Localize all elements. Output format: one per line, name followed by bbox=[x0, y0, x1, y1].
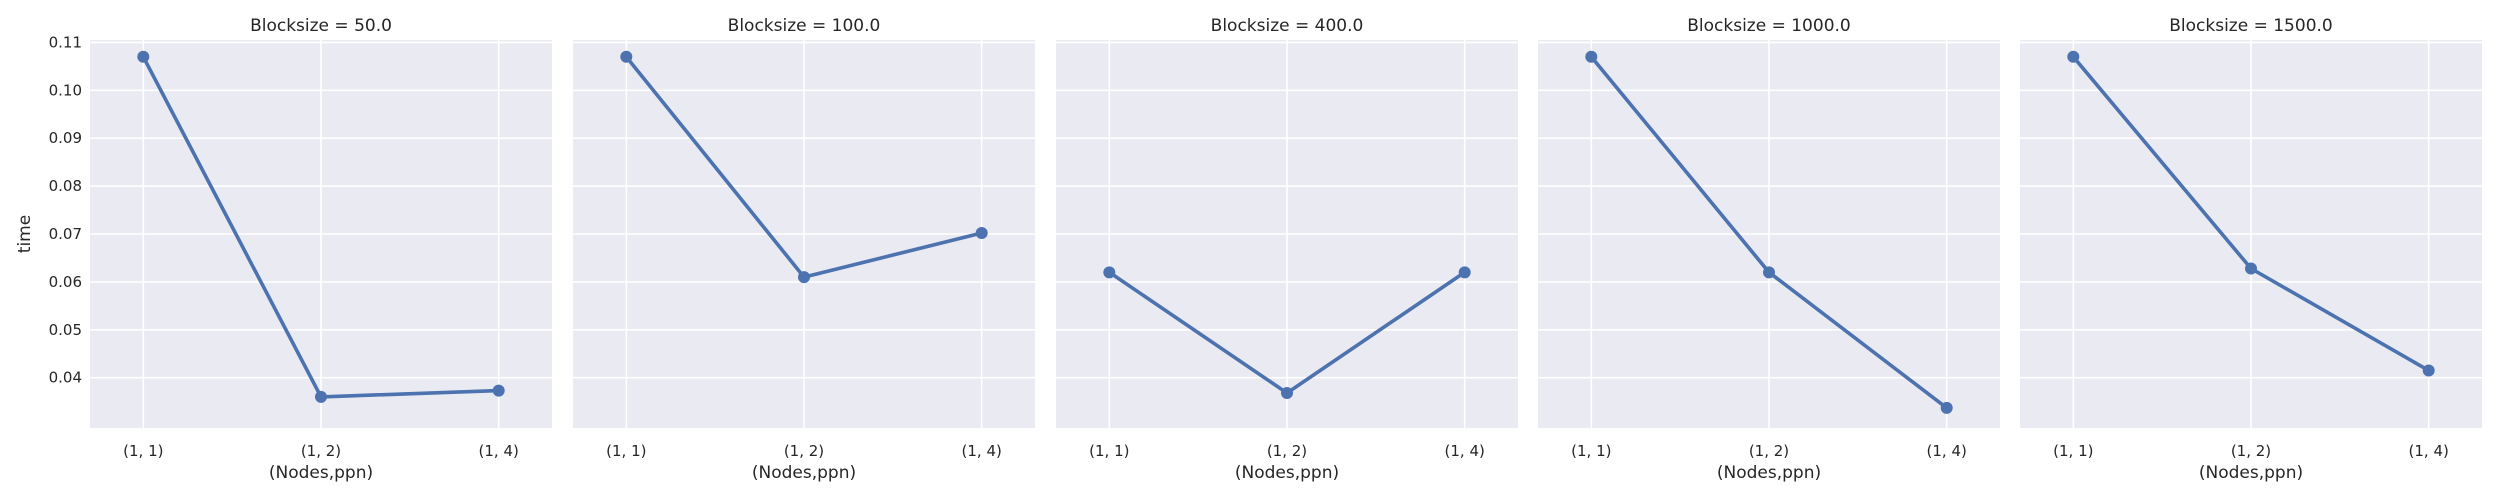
panel-3-title: Blocksize = 400.0 bbox=[1211, 16, 1364, 36]
panel-1-data-point bbox=[492, 384, 505, 397]
panel-5-x-tick-label: (1, 4) bbox=[2409, 442, 2449, 460]
panel-5-data-point bbox=[2422, 364, 2435, 377]
y-tick-label: 0.08 bbox=[49, 177, 82, 195]
panel-1-x-tick-label: (1, 2) bbox=[301, 442, 341, 460]
panel-1-data-point bbox=[137, 50, 150, 63]
panel-5-x-axis-label: (Nodes,ppn) bbox=[2199, 463, 2303, 483]
panel-4-data-point bbox=[1763, 266, 1775, 279]
panel-1-data-point bbox=[315, 390, 327, 403]
panel-2-data-point bbox=[620, 50, 633, 63]
panel-4-x-tick-label: (1, 1) bbox=[1571, 442, 1611, 460]
panel-1-x-axis-label: (Nodes,ppn) bbox=[269, 463, 373, 483]
panel-3-data-point bbox=[1281, 387, 1293, 400]
panel-5-data-point bbox=[2067, 50, 2080, 63]
panel-2-x-tick-label: (1, 4) bbox=[962, 442, 1002, 460]
panel-3-data-point bbox=[1103, 266, 1116, 279]
panel-1-x-tick-label: (1, 4) bbox=[479, 442, 519, 460]
panel-2-data-point bbox=[975, 227, 988, 240]
panel-3-x-tick-label: (1, 2) bbox=[1267, 442, 1307, 460]
panel-1-title: Blocksize = 50.0 bbox=[250, 16, 392, 36]
panel-1-x-tick-label: (1, 1) bbox=[123, 442, 163, 460]
panel-5-x-tick-label: (1, 2) bbox=[2231, 442, 2271, 460]
panel-3-data-point bbox=[1458, 266, 1471, 279]
y-tick-label: 0.10 bbox=[49, 81, 82, 99]
panel-2-title: Blocksize = 100.0 bbox=[728, 16, 881, 36]
panel-3-x-axis-label: (Nodes,ppn) bbox=[1235, 463, 1339, 483]
panel-4-x-tick-label: (1, 2) bbox=[1749, 442, 1789, 460]
panel-3-x-tick-label: (1, 1) bbox=[1089, 442, 1129, 460]
panel-2-x-axis-label: (Nodes,ppn) bbox=[752, 463, 856, 483]
y-tick-label: 0.09 bbox=[49, 129, 82, 147]
panel-4-data-point bbox=[1940, 401, 1953, 414]
y-tick-label: 0.04 bbox=[49, 369, 82, 387]
panel-5-data-point bbox=[2245, 262, 2257, 275]
y-tick-label: 0.05 bbox=[49, 321, 82, 339]
panel-4-title: Blocksize = 1000.0 bbox=[1687, 16, 1850, 36]
panel-2-data-point bbox=[798, 271, 810, 284]
panel-3-x-tick-label: (1, 4) bbox=[1445, 442, 1485, 460]
panel-4-x-tick-label: (1, 4) bbox=[1927, 442, 1967, 460]
y-axis-label: time bbox=[15, 215, 35, 253]
y-tick-label: 0.07 bbox=[49, 225, 82, 243]
panel-2-x-tick-label: (1, 2) bbox=[784, 442, 824, 460]
y-tick-label: 0.11 bbox=[49, 33, 82, 51]
y-tick-label: 0.06 bbox=[49, 273, 82, 291]
panel-2-x-tick-label: (1, 1) bbox=[606, 442, 646, 460]
panel-4-x-axis-label: (Nodes,ppn) bbox=[1717, 463, 1821, 483]
panel-4-data-point bbox=[1585, 50, 1598, 63]
panel-5-x-tick-label: (1, 1) bbox=[2053, 442, 2093, 460]
panel-5-title: Blocksize = 1500.0 bbox=[2169, 16, 2332, 36]
